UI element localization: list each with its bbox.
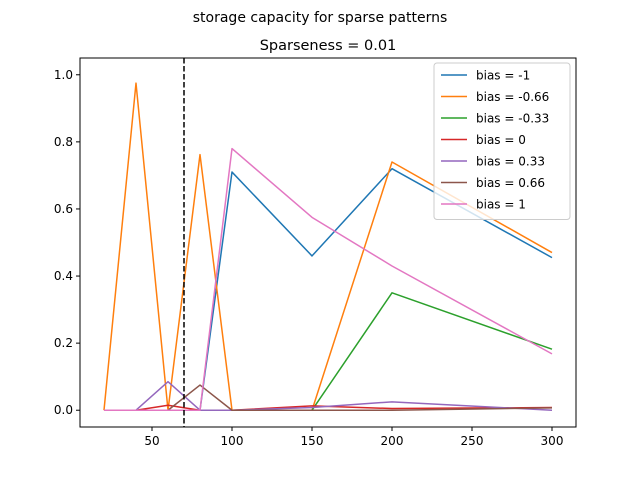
x-tick-label: 200	[381, 434, 404, 448]
legend-entry: bias = -0.66	[476, 90, 549, 104]
series-line	[104, 380, 553, 411]
chart-suptitle: storage capacity for sparse patterns	[193, 10, 448, 26]
chart-title: Sparseness = 0.01	[260, 38, 397, 54]
series-line	[104, 147, 553, 411]
plot-area: 50 100 150 200 250 300 0.0 0.2 0.4 0.6 0.8 1.0	[54, 58, 564, 448]
x-tick-label: 50	[144, 434, 159, 448]
legend-entry: bias = 1	[476, 198, 526, 212]
legend-box	[433, 62, 571, 220]
y-tick-label: 0.8	[54, 135, 73, 149]
plot-frame	[79, 57, 577, 428]
legend-entry: bias = -1	[476, 69, 530, 83]
legend-entry: bias = 0.33	[476, 155, 545, 169]
x-tick-label: 300	[541, 434, 564, 448]
y-tick-label: 0.4	[54, 269, 73, 283]
x-tick-label: 250	[461, 434, 484, 448]
y-tick-label: 0.6	[54, 202, 73, 216]
y-tick-label: 0.2	[54, 336, 73, 350]
legend: bias = -1 bias = -0.66 bias = -0.33 bias = …	[433, 62, 571, 220]
y-tick-label: 0.0	[54, 403, 73, 417]
legend-entry: bias = 0	[476, 133, 526, 147]
y-tick-label: 1.0	[54, 68, 73, 82]
legend-entry: bias = -0.33	[476, 112, 549, 126]
x-tick-label: 100	[221, 434, 244, 448]
x-tick-label: 150	[301, 434, 324, 448]
legend-entry: bias = 0.66	[476, 176, 545, 190]
